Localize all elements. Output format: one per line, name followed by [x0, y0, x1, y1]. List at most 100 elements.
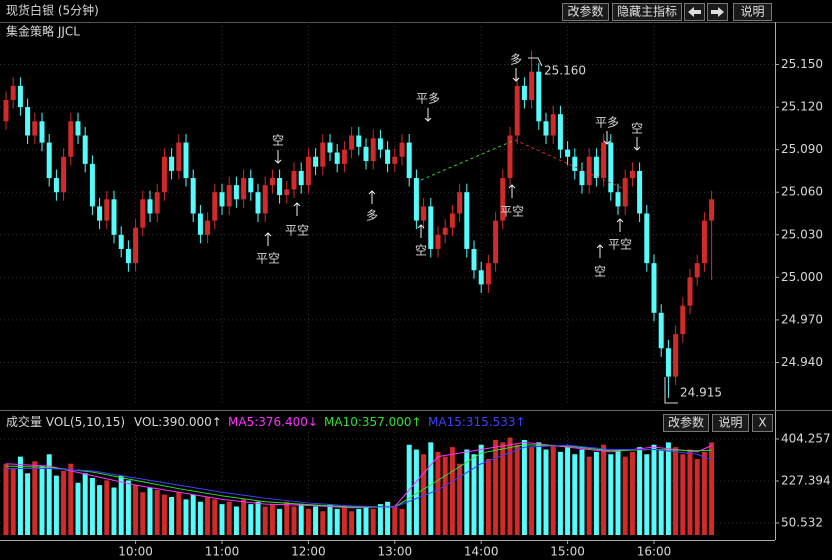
- volume-bar: [75, 482, 81, 535]
- volume-bar: [687, 449, 693, 535]
- button-label: 说明: [740, 4, 764, 19]
- min-label: 24.915: [680, 386, 722, 400]
- candle-body: [133, 227, 139, 264]
- volume-bar: [61, 470, 67, 535]
- y-tick-label: 25.090: [781, 142, 823, 156]
- signal-label: 平多: [416, 92, 440, 106]
- signal-label: 平空: [285, 224, 309, 238]
- volume-bar: [370, 508, 376, 535]
- button-label: 改参数: [668, 415, 704, 430]
- leader-line: [528, 57, 543, 67]
- signal-label: 平多: [595, 116, 619, 130]
- volume-bar: [133, 485, 139, 535]
- volume-bar: [298, 504, 304, 535]
- y-tick-label: 25.150: [781, 57, 823, 71]
- candle-body: [471, 248, 477, 271]
- button[interactable]: 说明: [733, 3, 772, 21]
- scroll-left-button[interactable]: [684, 3, 705, 21]
- candle-body: [248, 178, 254, 193]
- max-label: 25.160: [544, 64, 586, 78]
- y-tick-label: 25.030: [781, 227, 823, 241]
- candle-body: [442, 227, 448, 235]
- candle-body: [219, 192, 225, 207]
- volume-bar: [248, 504, 254, 535]
- candle-body: [543, 121, 549, 136]
- candle-body: [183, 142, 189, 179]
- volume-bar: [694, 459, 700, 535]
- candle-body: [327, 142, 333, 153]
- candle-body: [305, 156, 311, 186]
- volume-bar: [305, 508, 311, 535]
- candle-body: [298, 170, 304, 186]
- button[interactable]: 说明: [712, 414, 749, 432]
- scroll-right-button[interactable]: [707, 3, 728, 21]
- candle-body: [356, 135, 362, 147]
- volume-bar: [413, 449, 419, 535]
- volume-bar: [46, 454, 52, 535]
- arrow-icon: [711, 7, 724, 17]
- volume-bar: [104, 480, 110, 535]
- trade-link: [514, 139, 623, 189]
- volume-bar: [485, 459, 491, 535]
- button[interactable]: 隐藏主指标: [612, 3, 682, 21]
- candle-body: [241, 178, 247, 200]
- candle-body: [435, 234, 441, 249]
- candle-body: [521, 85, 527, 101]
- volume-bar: [579, 449, 585, 535]
- candle-body: [205, 220, 211, 235]
- candle-body: [320, 142, 326, 167]
- signal-arrow: [616, 218, 624, 232]
- volume-bar: [205, 497, 211, 535]
- candle-body: [514, 85, 520, 136]
- button-label: 说明: [718, 415, 742, 430]
- candle-body: [25, 107, 31, 136]
- volume-bar: [226, 501, 232, 535]
- candle-body: [39, 121, 45, 143]
- button[interactable]: 改参数: [562, 3, 609, 21]
- volume-bar: [140, 492, 146, 535]
- candle-body: [262, 185, 268, 214]
- candle-body: [665, 348, 671, 377]
- volume-bar: [161, 494, 167, 535]
- button[interactable]: 改参数: [663, 414, 709, 432]
- candle-body: [637, 170, 643, 214]
- candle-body: [680, 305, 686, 335]
- candle-body: [233, 185, 239, 200]
- close-button[interactable]: X: [752, 414, 773, 432]
- y-tick-label: 24.940: [781, 355, 823, 369]
- signal-arrow: [264, 232, 272, 246]
- volume-bar: [665, 442, 671, 535]
- volume-bar: [457, 463, 463, 535]
- candle-body: [493, 220, 499, 264]
- x-tick-label: 10:00: [118, 545, 153, 559]
- y-tick-label: 25.060: [781, 185, 823, 199]
- candle-body: [363, 146, 369, 162]
- candle-body: [212, 192, 218, 221]
- signal-label: 平空: [500, 205, 524, 219]
- signal-arrow: [512, 68, 520, 82]
- candle-body: [428, 206, 434, 249]
- y-tick-label: 227.394: [781, 473, 831, 487]
- candle-body: [68, 121, 74, 157]
- volume-bar: [82, 473, 88, 535]
- volume-bar: [197, 501, 203, 535]
- candle-body: [629, 170, 635, 179]
- volume-bar: [89, 478, 95, 535]
- signal-label: 空: [631, 122, 643, 136]
- button-label: 改参数: [567, 4, 603, 19]
- candle-body: [97, 206, 103, 221]
- candle-body: [291, 170, 297, 190]
- signal-arrow: [424, 108, 432, 122]
- candle-body: [500, 178, 506, 221]
- x-tick-label: 11:00: [205, 545, 240, 559]
- trade-link: [420, 139, 516, 181]
- volume-bar: [543, 449, 549, 535]
- candle-body: [17, 85, 23, 108]
- candle-body: [464, 192, 470, 249]
- x-tick-label: 12:00: [291, 545, 326, 559]
- signal-label: 平空: [256, 252, 280, 266]
- candle-body: [572, 156, 578, 171]
- volume-bar: [507, 437, 513, 535]
- candle-body: [53, 178, 59, 193]
